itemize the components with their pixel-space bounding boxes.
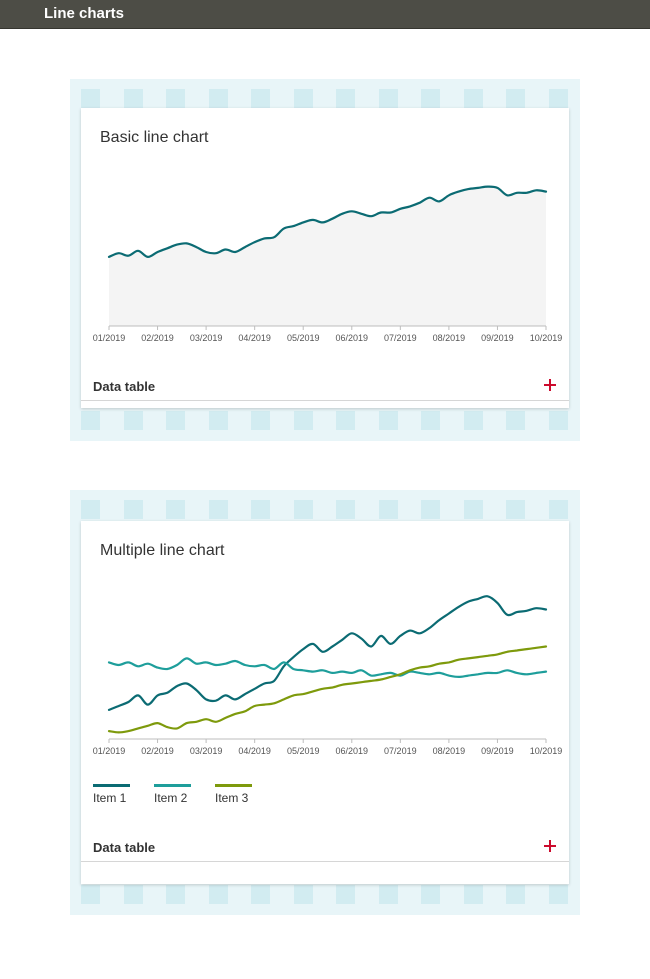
stripe-square <box>293 500 313 519</box>
stripe-square <box>166 411 185 430</box>
top-bar: Line charts <box>0 0 650 29</box>
x-tick-label: 03/2019 <box>190 746 223 756</box>
x-tick-label: 07/2019 <box>384 746 417 756</box>
legend-label: Item 1 <box>93 791 127 805</box>
x-tick-label: 03/2019 <box>190 333 223 343</box>
x-tick-label: 02/2019 <box>141 333 174 343</box>
stripe-square <box>548 411 568 430</box>
stripe-square <box>208 411 228 430</box>
stripe-square <box>378 885 398 904</box>
x-tick-label: 10/2019 <box>530 333 563 343</box>
stripe-square <box>293 411 313 430</box>
series-line-1 <box>107 595 548 711</box>
stripe-square <box>506 89 525 108</box>
stripe-square <box>463 411 483 430</box>
frame-stripe-bottom <box>70 885 580 904</box>
legend-swatch <box>154 784 191 787</box>
x-tick-label: 09/2019 <box>481 746 514 756</box>
x-tick-label: 08/2019 <box>433 746 466 756</box>
multiple-line-chart-card: Multiple line chart 01/2019 02/2019 03/201… <box>81 521 569 884</box>
legend-swatch <box>215 784 252 787</box>
stripe-square <box>336 411 355 430</box>
stripe-square <box>123 500 143 519</box>
series-line-2 <box>107 657 548 678</box>
data-table-label: Data table <box>93 840 156 855</box>
x-tick-label: 02/2019 <box>141 746 174 756</box>
stripe-square <box>506 411 525 430</box>
stripe-square <box>123 885 143 904</box>
stripe-square <box>463 500 483 519</box>
stripe-square <box>251 411 270 430</box>
stripe-square <box>251 500 270 519</box>
stripe-square <box>421 411 440 430</box>
stripe-square <box>251 89 270 108</box>
legend-label: Item 3 <box>215 791 249 805</box>
data-table-toggle[interactable]: Data table <box>81 837 569 862</box>
plus-icon[interactable] <box>544 379 556 391</box>
stripe-square <box>548 885 568 904</box>
plus-icon[interactable] <box>544 840 556 852</box>
data-table-toggle[interactable]: Data table <box>81 376 569 401</box>
stripe-square <box>378 89 398 108</box>
stripe-square <box>208 885 228 904</box>
stripe-square <box>166 500 185 519</box>
stripe-square <box>336 885 355 904</box>
stripe-square <box>293 885 313 904</box>
x-tick-label: 08/2019 <box>433 333 466 343</box>
stripe-square <box>421 885 440 904</box>
stripe-square <box>208 89 228 108</box>
x-tick-label: 07/2019 <box>384 333 417 343</box>
stripe-square <box>81 411 100 430</box>
stripe-square <box>81 500 100 519</box>
x-tick-label: 09/2019 <box>481 333 514 343</box>
data-table-label: Data table <box>93 379 156 394</box>
stripe-square <box>463 89 483 108</box>
stripe-square <box>251 885 270 904</box>
area-fill <box>109 186 546 326</box>
stripe-square <box>463 885 483 904</box>
stripe-square <box>293 89 313 108</box>
stripe-square <box>166 885 185 904</box>
frame-stripe-bottom <box>70 411 580 430</box>
stripe-square <box>336 89 355 108</box>
frame-stripe-top <box>70 500 580 519</box>
stripe-square <box>81 885 100 904</box>
x-tick-label: 06/2019 <box>336 746 369 756</box>
stripe-square <box>378 500 398 519</box>
stripe-square <box>81 89 100 108</box>
stripe-square <box>336 500 355 519</box>
series-line-1 <box>107 185 548 258</box>
x-tick-label: 06/2019 <box>336 333 369 343</box>
legend-label: Item 2 <box>154 791 188 805</box>
stripe-square <box>421 500 440 519</box>
legend-swatch <box>93 784 130 787</box>
x-tick-label: 04/2019 <box>238 746 271 756</box>
stripe-square <box>506 500 525 519</box>
stripe-square <box>548 89 568 108</box>
x-tick-label: 01/2019 <box>93 333 126 343</box>
stripe-square <box>123 89 143 108</box>
x-tick-label: 04/2019 <box>238 333 271 343</box>
basic-line-chart: 01/2019 02/2019 03/2019 04/2019 05/2019 06/20… <box>93 185 563 343</box>
stripe-square <box>166 89 185 108</box>
page-title: Line charts <box>44 5 125 22</box>
stripe-square <box>378 411 398 430</box>
x-tick-label: 05/2019 <box>287 746 320 756</box>
card-title: Multiple line chart <box>100 542 225 559</box>
series-line-3 <box>107 645 548 734</box>
stripe-square <box>208 500 228 519</box>
card-title: Basic line chart <box>100 129 209 146</box>
x-tick-label: 01/2019 <box>93 746 126 756</box>
frame-stripe-top <box>70 89 580 108</box>
multiple-line-chart: 01/2019 02/2019 03/2019 04/2019 05/2019 06/20… <box>93 595 563 756</box>
stripe-square <box>548 500 568 519</box>
stripe-square <box>421 89 440 108</box>
x-tick-label: 10/2019 <box>530 746 563 756</box>
stripe-square <box>506 885 525 904</box>
basic-line-chart-card: Basic line chart 01/2019 02/2019 03/2019 04… <box>81 108 569 408</box>
x-tick-label: 05/2019 <box>287 333 320 343</box>
stripe-square <box>123 411 143 430</box>
